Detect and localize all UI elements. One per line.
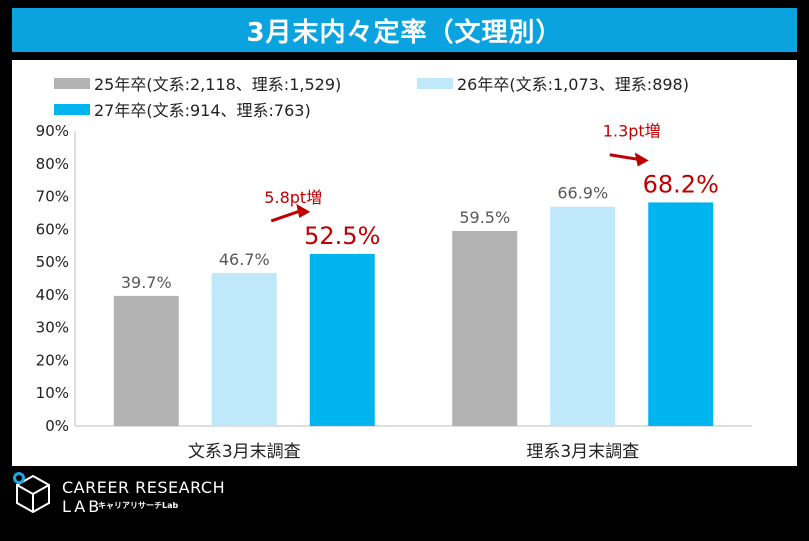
- y-tick-label: 60%: [36, 220, 69, 238]
- legend-label-26: 26年卒(文系:1,073、理系:898): [457, 75, 689, 94]
- y-tick-label: 10%: [36, 384, 69, 402]
- bar: [113, 295, 179, 426]
- brand-name: CAREER RESEARCH: [62, 478, 226, 497]
- cube-logo-icon: [13, 472, 50, 514]
- data-label: 46.7%: [219, 250, 270, 269]
- bar: [309, 253, 375, 426]
- data-label: 59.5%: [459, 208, 510, 227]
- bar: [648, 202, 714, 426]
- data-label: 39.7%: [121, 273, 172, 292]
- y-tick-label: 20%: [36, 351, 69, 369]
- y-tick-label: 0%: [45, 417, 69, 435]
- y-tick-label: 30%: [36, 319, 69, 337]
- y-tick-label: 40%: [36, 286, 69, 304]
- arrow-head: [296, 203, 311, 218]
- increase-annotation: 1.3pt増: [603, 122, 661, 141]
- bar-chart: 0% 10% 20% 30% 40% 50% 60% 70% 80% 90% 39.7% 46.7% 5…: [36, 122, 752, 462]
- brand-kana: キャリアリサーチLab: [98, 501, 179, 510]
- y-tick-label: 50%: [36, 253, 69, 271]
- category-label: 文系3月末調査: [188, 442, 301, 462]
- y-tick-label: 80%: [36, 155, 69, 173]
- increase-arrow: [609, 153, 639, 161]
- data-label: 66.9%: [557, 184, 608, 203]
- legend-label-27: 27年卒(文系:914、理系:763): [94, 101, 311, 120]
- bar: [452, 230, 518, 426]
- chart-panel: 25年卒(文系:2,118、理系:1,529) 26年卒(文系:1,073、理系…: [12, 60, 797, 466]
- bar: [211, 272, 277, 426]
- legend-item-26: 26年卒(文系:1,073、理系:898): [417, 71, 689, 95]
- data-label: 52.5%: [304, 222, 380, 250]
- data-label: 68.2%: [643, 170, 719, 198]
- legend-item-27: 27年卒(文系:914、理系:763): [54, 97, 311, 121]
- brand-sub: LAB: [62, 497, 103, 516]
- legend-swatch-25: [54, 77, 90, 89]
- y-tick-label: 70%: [36, 188, 69, 206]
- legend-swatch-27: [54, 103, 90, 115]
- increase-annotation: 5.8pt増: [264, 188, 322, 207]
- y-tick-label: 90%: [36, 122, 69, 140]
- increase-arrow: [270, 209, 301, 223]
- footer: CAREER RESEARCH LAB キャリアリサーチLab: [0, 466, 809, 541]
- legend-item-25: 25年卒(文系:2,118、理系:1,529): [54, 71, 341, 95]
- legend-swatch-26: [417, 77, 453, 89]
- legend-label-25: 25年卒(文系:2,118、理系:1,529): [94, 75, 342, 94]
- category-label: 理系3月末調査: [526, 442, 639, 462]
- bar: [550, 206, 616, 426]
- chart-title: 3月末内々定率（文理別）: [12, 8, 797, 52]
- arrow-head: [634, 152, 649, 167]
